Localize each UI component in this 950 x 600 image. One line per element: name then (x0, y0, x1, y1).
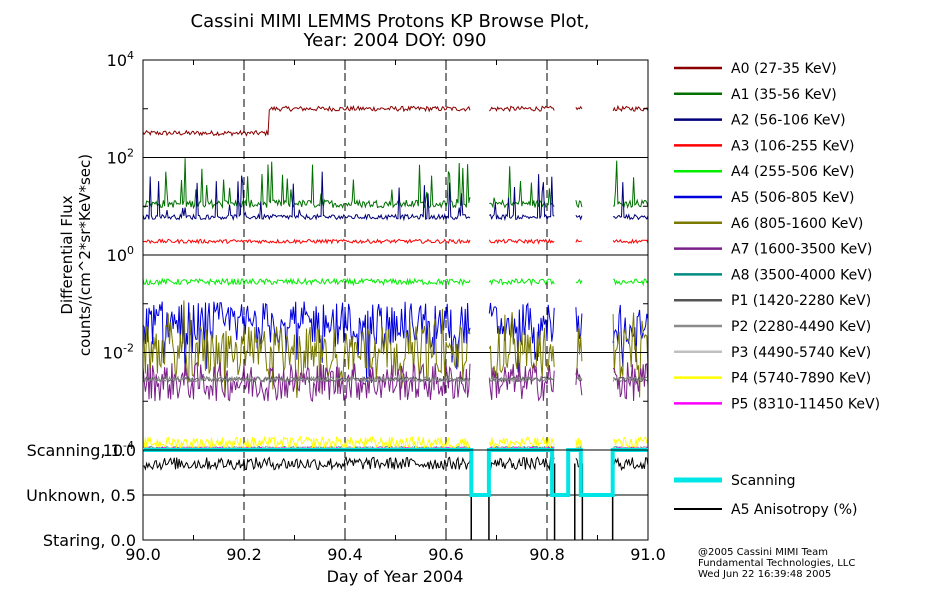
legend-label: A1 (35-56 KeV) (731, 87, 837, 103)
legend-label: P2 (2280-4490 KeV) (731, 319, 871, 335)
legend-lower: Scanning A5 Anisotropy (%) (674, 473, 858, 518)
legend-label: A8 (3500-4000 KeV) (731, 267, 872, 283)
x-tick-label: 90.6 (428, 545, 464, 564)
series-line (142, 158, 649, 210)
x-tick-label: 90.0 (125, 545, 161, 564)
legend-label: P3 (4490-5740 KeV) (731, 345, 871, 361)
lower-y-label: Unknown, 0.5 (26, 486, 136, 505)
series-line (142, 435, 649, 451)
y-tick-label: 100 (107, 244, 134, 265)
y-tick-label: 104 (107, 49, 134, 70)
x-axis-label: Day of Year 2004 (327, 567, 464, 586)
x-axis-ticks: 90.0 90.2 90.4 90.6 90.8 91.0 (125, 60, 666, 564)
y-tick-label: 102 (107, 147, 134, 168)
lower-panel-series (142, 448, 649, 540)
y-tick-label: 10-4 (103, 439, 134, 460)
legend-label: A6 (805-1600 KeV) (731, 216, 863, 232)
anisotropy-line (142, 456, 649, 472)
legend-label: A5 Anisotropy (%) (731, 502, 858, 518)
y-axis-label-line1: Differential Flux (58, 195, 76, 314)
x-tick-label: 90.8 (529, 545, 565, 564)
upper-panel-series (142, 104, 649, 451)
series-line (142, 238, 649, 245)
legend: A0 (27-35 KeV) A1 (35-56 KeV) A2 (56-106 K… (674, 61, 880, 412)
legend-label: A7 (1600-3500 KeV) (731, 242, 872, 258)
footer-copyright: @2005 Cassini MIMI Team (698, 547, 828, 558)
legend-label: P1 (1420-2280 KeV) (731, 293, 871, 309)
footer-timestamp: Wed Jun 22 16:39:48 2005 (698, 569, 831, 580)
y-axis-label-line2: counts/(cm^2*sr*KeV*sec) (76, 154, 94, 356)
x-tick-label: 90.2 (226, 545, 262, 564)
legend-label: A2 (56-106 KeV) (731, 113, 846, 129)
legend-label: P5 (8310-11450 KeV) (731, 396, 880, 412)
legend-label: A0 (27-35 KeV) (731, 61, 837, 77)
chart-title-line1: Cassini MIMI LEMMS Protons KP Browse Plo… (191, 11, 590, 32)
series-line (142, 171, 649, 222)
lower-y-label: Scanning, 1.0 (27, 441, 136, 460)
upper-panel-ticks: 104 102 100 10-2 10-4 (103, 49, 648, 460)
series-line (142, 301, 649, 382)
series-line (142, 300, 649, 398)
lower-y-label: Staring, 0.0 (43, 531, 136, 550)
legend-label: A5 (506-805 KeV) (731, 190, 854, 206)
series-line (142, 375, 649, 384)
chart-title-line2: Year: 2004 DOY: 090 (303, 30, 487, 51)
series-line (142, 361, 649, 403)
upper-panel-grid (143, 60, 648, 540)
series-line (142, 104, 649, 137)
legend-label: A4 (255-506 KeV) (731, 164, 854, 180)
footer-company: Fundamental Technologies, LLC (698, 558, 855, 569)
scanning-line (143, 448, 648, 497)
legend-label: P4 (5740-7890 KeV) (731, 371, 871, 387)
y-tick-label: 10-2 (103, 342, 134, 363)
x-tick-label: 91.0 (630, 545, 666, 564)
legend-label: A3 (106-255 KeV) (731, 138, 854, 154)
x-tick-label: 90.4 (327, 545, 363, 564)
lower-panel-ticks: Scanning, 1.0 Unknown, 0.5 Staring, 0.0 (26, 441, 136, 550)
legend-label: Scanning (731, 473, 796, 489)
series-line (142, 277, 649, 287)
